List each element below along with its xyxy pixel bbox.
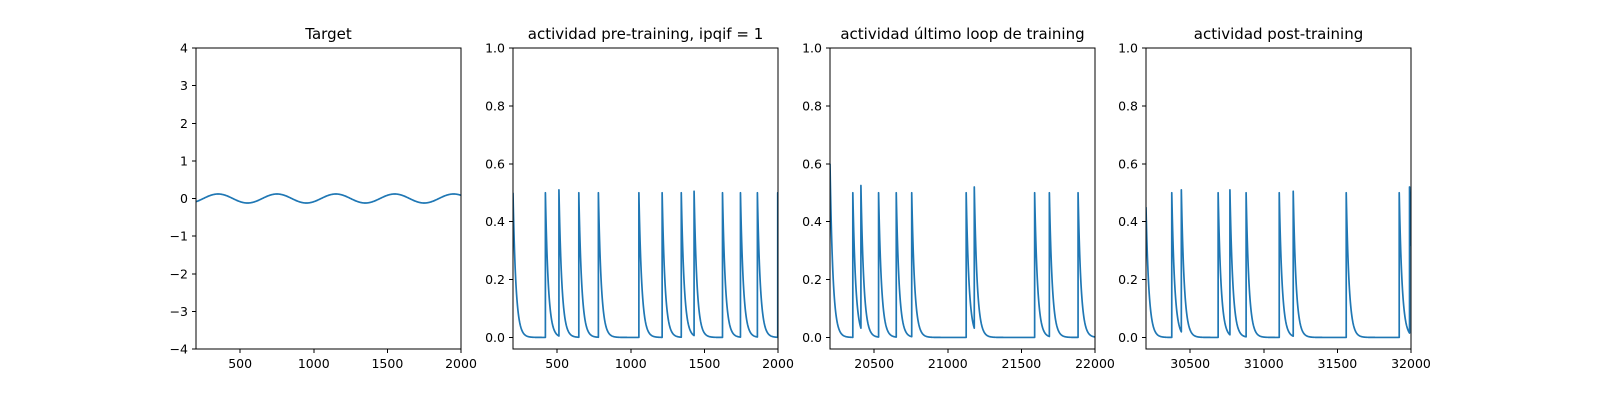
chart-panel-4: 0.0 0.2 0.4 0.6 0.8 1.0 30500 31000 31500 32000 ac…: [1118, 25, 1431, 371]
y-tick-label: 0: [180, 191, 188, 206]
chart-panel-3: 0.0 0.2 0.4 0.6 0.8 1.0 20500 21000 21500 22000 ac…: [802, 25, 1115, 371]
y-tick-label: 0.8: [1118, 98, 1138, 113]
y-tick-label: −4: [170, 342, 188, 357]
x-tick-label: 500: [228, 356, 252, 371]
x-tick-label: 21500: [1002, 356, 1042, 371]
series-line: [513, 188, 778, 339]
y-tick-label: 3: [180, 78, 188, 93]
y-tick-label: 1.0: [1118, 41, 1138, 56]
x-tick-label: 1000: [615, 356, 647, 371]
y-tick-label: 0.4: [485, 214, 505, 229]
y-tick-label: 1.0: [802, 41, 822, 56]
axes-frame: [195, 47, 462, 350]
axes-frame: [512, 47, 779, 350]
y-tick-label: −3: [170, 304, 188, 319]
axes-frame: [1145, 47, 1412, 350]
y-tick-label: 4: [180, 41, 188, 56]
y-tick-label: 0.2: [1118, 272, 1138, 287]
chart-title: actividad post-training: [1194, 25, 1363, 43]
y-tick-label: 0.8: [485, 98, 505, 113]
y-tick-label: 2: [180, 116, 188, 131]
chart-panel-2: 0.0 0.2 0.4 0.6 0.8 1.0 500 1000 1500 2000 activid…: [485, 25, 794, 371]
x-tick-label: 2000: [762, 356, 794, 371]
y-tick-label: 0.8: [802, 98, 822, 113]
chart-title: actividad pre-training, ipqif = 1: [528, 25, 764, 43]
chart-title: Target: [304, 25, 352, 43]
y-tick-label: 0.4: [1118, 214, 1138, 229]
series-line: [830, 163, 1095, 339]
x-tick-label: 20500: [854, 356, 894, 371]
y-tick-label: 0.0: [1118, 330, 1138, 345]
x-tick-label: 32000: [1391, 356, 1431, 371]
x-tick-label: 500: [545, 356, 569, 371]
x-tick-label: 2000: [445, 356, 477, 371]
x-tick-label: 31500: [1318, 356, 1358, 371]
y-tick-label: 0.6: [1118, 156, 1138, 171]
y-tick-label: −1: [170, 229, 188, 244]
y-tick-label: 1.0: [485, 41, 505, 56]
chart-panel-1: −4 −3 −2 −1 0 1 2 3 4 500 1000 1500 2000 Target: [170, 25, 477, 371]
y-tick-label: 0.2: [802, 272, 822, 287]
x-tick-label: 31000: [1244, 356, 1284, 371]
y-tick-label: 0.0: [802, 330, 822, 345]
y-tick-label: 0.0: [485, 330, 505, 345]
series-line: [196, 193, 461, 204]
chart-title: actividad último loop de training: [840, 25, 1084, 43]
y-tick-label: 0.2: [485, 272, 505, 287]
axes-frame: [829, 47, 1096, 350]
x-tick-label: 21000: [928, 356, 968, 371]
y-tick-label: 1: [180, 153, 188, 168]
y-tick-label: 0.4: [802, 214, 822, 229]
x-tick-label: 1500: [371, 356, 403, 371]
x-tick-label: 30500: [1170, 356, 1210, 371]
series-line: [1146, 186, 1411, 339]
x-tick-label: 22000: [1075, 356, 1115, 371]
x-tick-label: 1000: [298, 356, 330, 371]
x-tick-label: 1500: [688, 356, 720, 371]
y-tick-label: 0.6: [485, 156, 505, 171]
y-tick-label: 0.6: [802, 156, 822, 171]
y-tick-label: −2: [170, 266, 188, 281]
